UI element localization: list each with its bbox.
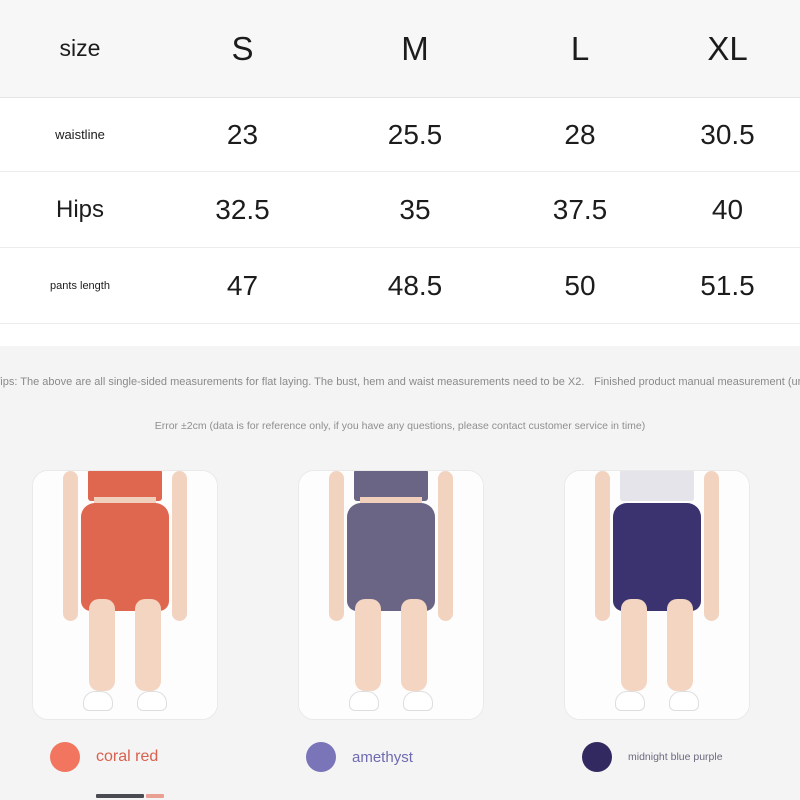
waistline-value-s: 23 [226,118,259,150]
model-shoe-left-icon [615,691,645,711]
model-arm-left-icon [63,471,78,621]
hips-value-l: 37.5 [552,193,608,225]
color-name-label: midnight blue purple [628,751,723,763]
model-leg-right-icon [135,599,161,691]
model-leg-left-icon [621,599,647,691]
model-leg-left-icon [355,599,381,691]
header-col-l: L [570,29,590,67]
table-row-pants-length: pants length 47 48.5 50 51.5 [0,248,800,324]
model-leg-right-icon [667,599,693,691]
size-chart-table: size S M L XL waistline 23 25.5 28 30.5 … [0,0,800,346]
biker-shorts-garment [81,503,169,611]
model-arm-left-icon [595,471,610,621]
header-col-s: S [231,29,254,67]
model-shoe-right-icon [669,691,699,711]
model-shoe-left-icon [83,691,113,711]
product-image-card[interactable] [298,470,484,720]
table-bottom-spacer [0,324,800,346]
model-photo-coral-red [33,471,217,719]
hips-value-xl: 40 [711,193,744,225]
header-col-xl: XL [707,29,748,67]
header-col-m: M [401,29,429,67]
product-card-coral-red[interactable]: coral red [32,470,218,772]
color-name-label: coral red [96,748,159,765]
model-shoe-right-icon [137,691,167,711]
color-swatch-icon[interactable] [306,742,336,772]
row-label-pants-length: pants length [50,279,110,292]
color-option-coral-red[interactable]: coral red [50,742,158,772]
model-photo-midnight-blue-purple [565,471,749,719]
pants-length-value-xl: 51.5 [700,269,755,301]
tips-measurement-note: Tips: The above are all single-sided mea… [0,376,585,388]
model-leg-left-icon [89,599,115,691]
cut-off-bar-dark [96,794,144,798]
header-label-size: size [59,35,101,61]
row-label-hips: Hips [55,195,104,223]
model-arm-right-icon [438,471,453,621]
waistline-value-m: 25.5 [387,118,443,150]
tips-line-primary: Tips: The above are all single-sided mea… [0,376,800,398]
product-image-card[interactable] [564,470,750,720]
product-card-midnight-blue-purple[interactable]: midnight blue purple [564,470,750,772]
measurement-tips: Tips: The above are all single-sided mea… [0,346,800,432]
color-name-label: amethyst [352,748,413,766]
model-arm-right-icon [172,471,187,621]
color-option-midnight-blue-purple[interactable]: midnight blue purple [582,742,723,772]
model-shoe-left-icon [349,691,379,711]
waistline-value-xl: 30.5 [700,118,755,150]
table-row-hips: Hips 32.5 35 37.5 40 [0,172,800,248]
color-option-amethyst[interactable]: amethyst [306,742,413,772]
product-image-card[interactable] [32,470,218,720]
model-arm-left-icon [329,471,344,621]
cut-off-bar-coral [146,794,164,798]
waistline-value-l: 28 [564,118,596,150]
product-color-gallery: coral red amethyst [0,470,800,772]
pants-length-value-m: 48.5 [387,269,443,301]
hips-value-s: 32.5 [215,193,270,225]
color-swatch-icon[interactable] [50,742,80,772]
model-arm-right-icon [704,471,719,621]
tips-unit-note: Finished product manual measurement (uni… [594,376,800,388]
pants-length-value-l: 50 [564,269,596,301]
biker-shorts-garment [347,503,435,611]
model-shoe-right-icon [403,691,433,711]
model-top-garment [88,471,162,501]
cut-off-thumbnail-strip[interactable] [96,788,166,800]
table-row-waistline: waistline 23 25.5 28 30.5 [0,98,800,172]
table-header-row: size S M L XL [0,0,800,98]
product-card-amethyst[interactable]: amethyst [298,470,484,772]
model-leg-right-icon [401,599,427,691]
model-top-garment [620,471,694,501]
model-photo-amethyst [299,471,483,719]
hips-value-m: 35 [399,193,431,225]
row-label-waistline: waistline [55,127,105,142]
color-swatch-icon[interactable] [582,742,612,772]
model-top-garment [354,471,428,501]
tips-error-note: Error ±2cm (data is for reference only, … [154,420,646,432]
biker-shorts-garment [613,503,701,611]
pants-length-value-s: 47 [226,269,259,301]
